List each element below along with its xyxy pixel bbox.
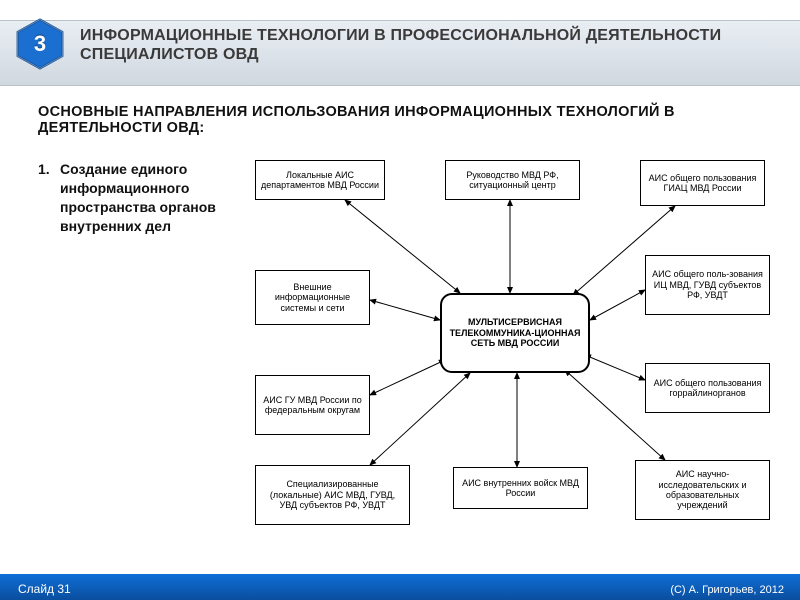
diagram-node: АИС общего пользования горрайлинорганов [645,363,770,413]
slide-badge: 3 [14,18,66,70]
diagram-node: АИС ГУ МВД России по федеральным округам [255,375,370,435]
slide-number-badge: 3 [14,18,66,70]
bullet-text: Создание единого информационного простра… [60,161,216,234]
bullet-number: 1. [38,160,50,179]
diagram-node: Руководство МВД РФ, ситуационный центр [445,160,580,200]
bullet-item: 1. Создание единого информационного прос… [60,160,230,236]
diagram-center-node: МУЛЬТИСЕРВИСНАЯ ТЕЛЕКОММУНИКА-ЦИОННАЯ СЕ… [440,293,590,373]
diagram-node: Локальные АИС департаментов МВД России [255,160,385,200]
diagram-node: АИС общего пользования ГИАЦ МВД России [640,160,765,206]
diagram-node: АИС научно-исследовательских и образоват… [635,460,770,520]
diagram-node: Внешние информационные системы и сети [255,270,370,325]
diagram-node: АИС внутренних войск МВД России [453,467,588,509]
diagram-node: Специализированные (локальные) АИС МВД, … [255,465,410,525]
slide-title: ИНФОРМАЦИОННЫЕ ТЕХНОЛОГИИ В ПРОФЕССИОНАЛ… [80,26,780,64]
diagram-container: МУЛЬТИСЕРВИСНАЯ ТЕЛЕКОММУНИКА-ЦИОННАЯ СЕ… [245,155,775,530]
section-subtitle: ОСНОВНЫЕ НАПРАВЛЕНИЯ ИСПОЛЬЗОВАНИЯ ИНФОР… [38,104,770,136]
slide-number-label: Слайд 31 [18,582,71,596]
diagram-node: АИС общего поль-зования ИЦ МВД, ГУВД суб… [645,255,770,315]
copyright-label: (C) А. Григорьев, 2012 [670,584,784,596]
